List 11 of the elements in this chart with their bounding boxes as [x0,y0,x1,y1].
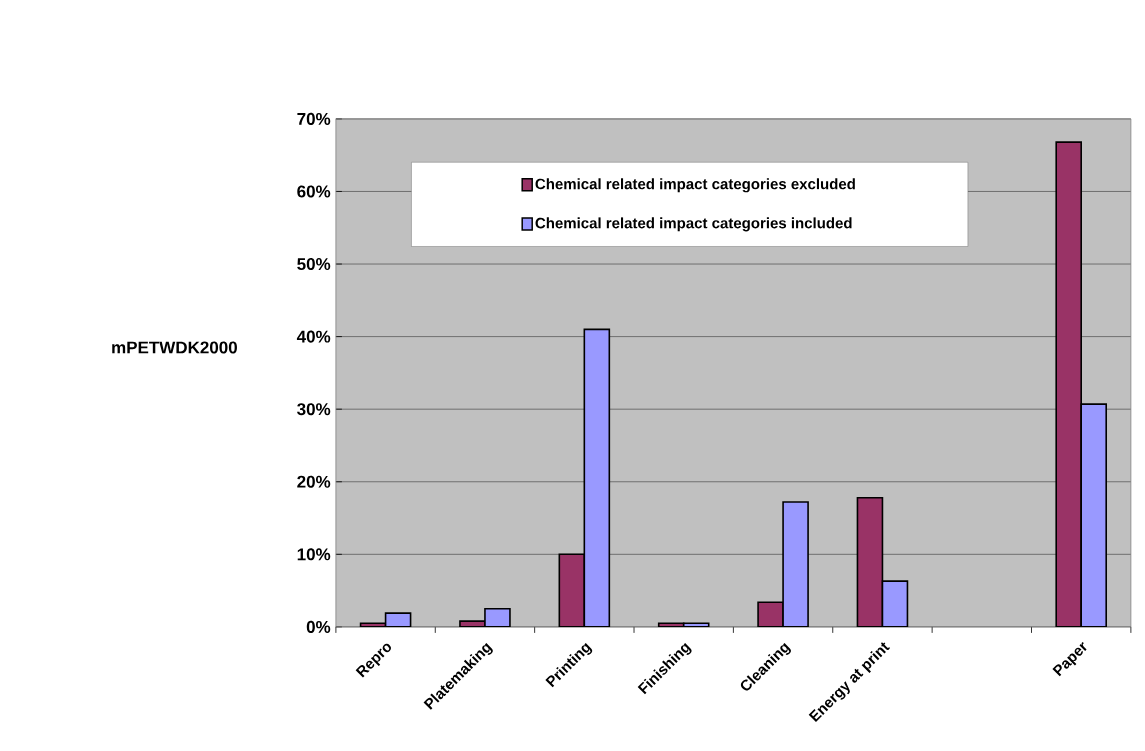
y-tick-label: 10% [297,548,331,561]
y-tick-label: 40% [296,330,331,343]
y-tick-label: 70% [297,112,331,125]
y-tick-label: 50% [297,258,331,271]
y-axis-title: mPETWDK2000 [112,341,237,354]
legend-label: Chemical related impact categories included [535,217,852,232]
y-tick-label: 30% [297,403,331,416]
y-tick-label: 20% [297,475,331,488]
legend-label: Chemical related impact categories excluded [535,178,855,193]
y-tick-label: 60% [297,185,331,198]
y-tick-label: 0% [306,620,331,633]
